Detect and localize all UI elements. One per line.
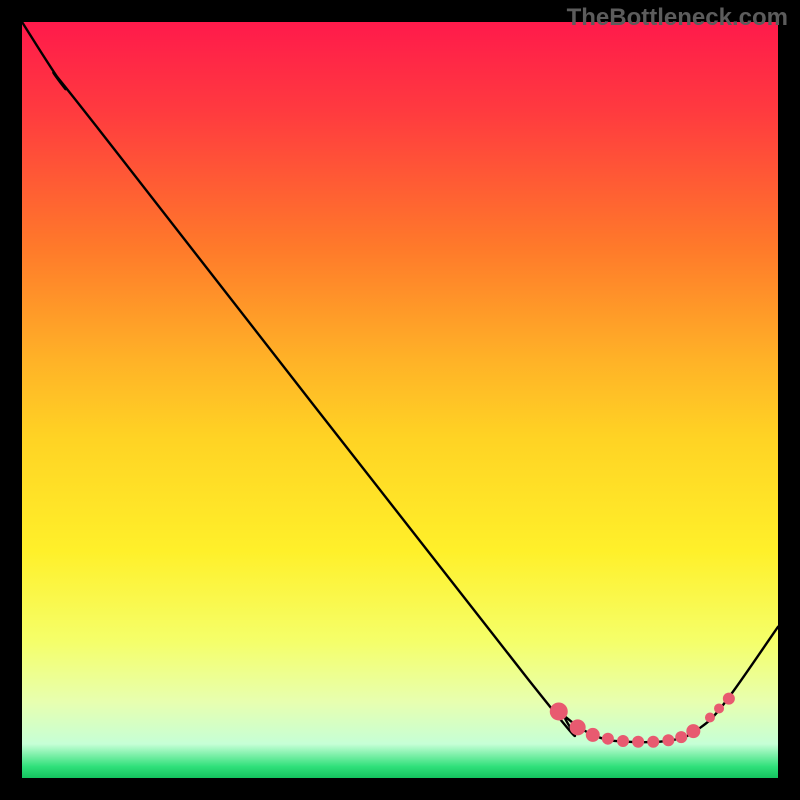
marker-dot bbox=[714, 703, 724, 713]
marker-dot bbox=[723, 693, 735, 705]
marker-dot bbox=[550, 702, 568, 720]
marker-dot bbox=[617, 735, 629, 747]
marker-dot bbox=[632, 736, 644, 748]
watermark-text: TheBottleneck.com bbox=[567, 4, 788, 32]
marker-dot bbox=[647, 736, 659, 748]
marker-dot bbox=[686, 724, 700, 738]
marker-dot bbox=[586, 728, 600, 742]
marker-dot bbox=[602, 733, 614, 745]
plot-background bbox=[22, 22, 778, 778]
marker-dot bbox=[705, 713, 715, 723]
marker-dot bbox=[662, 734, 674, 746]
chart-container: { "meta": { "watermark_text": "TheBottle… bbox=[0, 0, 800, 800]
marker-dot bbox=[675, 731, 687, 743]
marker-dot bbox=[570, 719, 586, 735]
bottleneck-chart bbox=[0, 0, 800, 800]
